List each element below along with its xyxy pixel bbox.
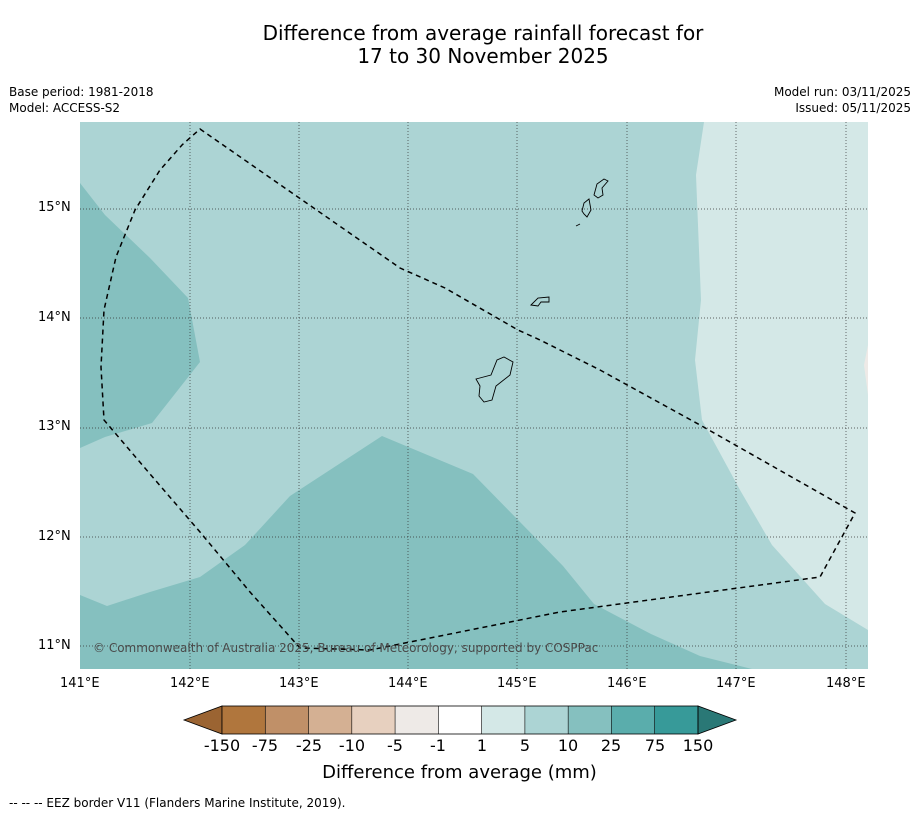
cb-tick: 5 <box>519 736 531 755</box>
meta-right: Model run: 03/11/2025 Issued: 05/11/2025 <box>774 84 911 116</box>
island-outlines <box>475 178 609 403</box>
gridlines <box>80 122 868 669</box>
eez-border <box>100 128 857 651</box>
cb-tick: 25 <box>600 736 622 755</box>
cb-swatch <box>438 706 482 734</box>
cb-extend-high <box>697 705 738 735</box>
cb-tick: -1 <box>430 736 446 755</box>
cb-swatch <box>524 706 569 734</box>
lon-label-141: 141°E <box>60 676 100 691</box>
lon-label-144: 144°E <box>388 676 428 691</box>
cb-tick: -75 <box>251 736 279 755</box>
lat-label-14: 14°N <box>38 310 71 325</box>
field-25-75-region-west <box>80 183 200 448</box>
issued-date: Issued: 05/11/2025 <box>795 101 911 115</box>
cb-extend-low <box>182 705 223 735</box>
meta-left: Base period: 1981-2018 Model: ACCESS-S2 <box>9 84 154 116</box>
cb-swatch <box>265 706 309 734</box>
colorbar-title: Difference from average (mm) <box>322 762 597 783</box>
field-25-75-region-south <box>80 436 752 669</box>
cb-swatch <box>481 706 525 734</box>
title-line-1: Difference from average rainfall forecas… <box>262 21 704 45</box>
cb-outline <box>221 705 699 735</box>
cb-swatch <box>308 706 352 734</box>
base-period: Base period: 1981-2018 <box>9 85 154 99</box>
cb-tick: -5 <box>387 736 403 755</box>
cb-tick: 1 <box>476 736 488 755</box>
aguijan-outline <box>575 223 581 227</box>
lon-label-146: 146°E <box>607 676 647 691</box>
copyright-text: © Commonwealth of Australia 2025, Bureau… <box>93 641 599 655</box>
cb-tick: 75 <box>644 736 666 755</box>
model-name: Model: ACCESS-S2 <box>9 101 121 115</box>
lat-label-12: 12°N <box>38 529 71 544</box>
lon-label-143: 143°E <box>279 676 319 691</box>
rota-outline <box>530 296 550 307</box>
cb-swatch <box>351 706 396 734</box>
lat-label-11: 11°N <box>38 638 71 653</box>
cb-swatch <box>222 706 266 734</box>
cb-tick: -150 <box>203 736 241 755</box>
lat-label-13: 13°N <box>38 419 71 434</box>
colorbar <box>182 705 738 735</box>
lon-label-145: 145°E <box>497 676 537 691</box>
lon-label-147: 147°E <box>716 676 756 691</box>
lon-label-142: 142°E <box>170 676 210 691</box>
footnote-eez: -- -- -- EEZ border V11 (Flanders Marine… <box>9 796 346 810</box>
lon-label-148: 148°E <box>826 676 866 691</box>
cb-swatch <box>654 706 698 734</box>
chart-title: Difference from average rainfall forecas… <box>0 22 919 68</box>
cb-tick: 10 <box>557 736 579 755</box>
lat-label-15: 15°N <box>38 200 71 215</box>
cb-swatch <box>395 706 439 734</box>
rainfall-field <box>80 122 868 669</box>
guam-outline <box>475 356 514 403</box>
field-1-5-region <box>864 345 868 395</box>
saipan-outline <box>593 178 609 199</box>
tinian-outline <box>581 198 592 218</box>
model-run: Model run: 03/11/2025 <box>773 85 911 99</box>
cb-tick: -10 <box>338 736 366 755</box>
cb-swatch <box>611 706 655 734</box>
cb-tick: 150 <box>682 736 714 755</box>
cb-swatch <box>568 706 612 734</box>
title-line-2: 17 to 30 November 2025 <box>357 44 609 68</box>
cb-tick: -25 <box>295 736 323 755</box>
